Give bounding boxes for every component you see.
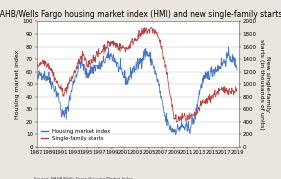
Text: Source: NAHB/Wells Fargo Housing Market Index
           U.S. Census Bureau: Source: NAHB/Wells Fargo Housing Market … [34,177,133,179]
Y-axis label: New single-family
starts (in thousands of units): New single-family starts (in thousands o… [259,39,270,129]
Legend: Housing market index, Single-family starts: Housing market index, Single-family star… [39,127,112,143]
Y-axis label: Housing market index: Housing market index [15,49,20,119]
Title: NAHB/Wells Fargo housing market index (HMI) and new single-family starts: NAHB/Wells Fargo housing market index (H… [0,10,281,19]
